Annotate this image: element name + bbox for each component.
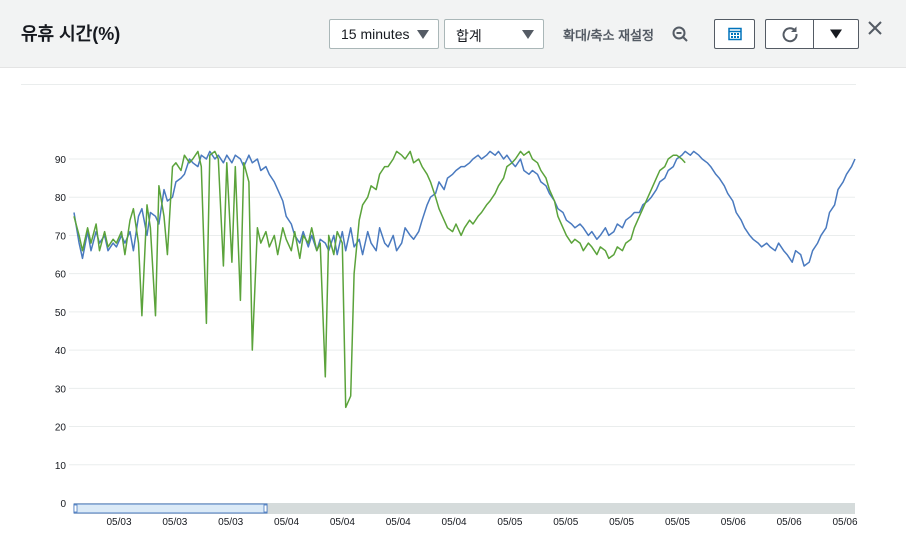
- range-handle-right: [263, 504, 268, 513]
- y-tick-label: 0: [60, 499, 66, 510]
- x-tick-label: 05/04: [442, 517, 467, 528]
- y-tick-label: 10: [55, 461, 67, 472]
- x-tick-label: 05/04: [274, 517, 299, 528]
- x-tick-label: 05/06: [721, 517, 746, 528]
- range-track: [74, 503, 855, 514]
- period-select[interactable]: 15 minutes: [329, 19, 439, 49]
- x-tick-label: 05/03: [162, 517, 187, 528]
- close-icon[interactable]: [866, 19, 884, 37]
- refresh-icon: [782, 26, 798, 43]
- x-tick-label: 05/06: [777, 517, 802, 528]
- caret-down-icon: [417, 30, 429, 39]
- x-tick-label: 05/05: [553, 517, 578, 528]
- y-tick-label: 60: [55, 270, 67, 281]
- refresh-options-button[interactable]: [813, 19, 859, 49]
- divider: [21, 84, 856, 85]
- series-line-2: [73, 150, 686, 409]
- range-selection: [73, 503, 268, 514]
- calendar-button[interactable]: [714, 19, 755, 49]
- x-tick-label: 05/04: [386, 517, 411, 528]
- series-line-1: [73, 150, 856, 267]
- x-tick-label: 05/04: [330, 517, 355, 528]
- statistic-select-label: 합계: [456, 28, 482, 44]
- statistic-select[interactable]: 합계: [444, 19, 544, 49]
- x-tick-label: 05/05: [609, 517, 634, 528]
- calendar-icon: [727, 27, 742, 41]
- caret-down-icon: [522, 30, 534, 39]
- panel-header: 유휴 시간(%) 15 minutes 합계 확대/축소 재설정: [0, 0, 906, 68]
- period-select-label: 15 minutes: [341, 26, 410, 42]
- y-tick-label: 90: [55, 155, 67, 166]
- range-handle-left: [73, 504, 78, 513]
- zoom-reset-link[interactable]: 확대/축소 재설정: [563, 28, 654, 43]
- page-title: 유휴 시간(%): [21, 24, 121, 44]
- y-tick-label: 40: [55, 346, 67, 357]
- x-tick-label: 05/05: [665, 517, 690, 528]
- y-tick-label: 30: [55, 384, 67, 395]
- y-tick-label: 20: [55, 423, 67, 434]
- y-tick-label: 80: [55, 193, 67, 204]
- caret-down-icon: [830, 29, 842, 39]
- x-tick-label: 05/03: [218, 517, 243, 528]
- x-tick-label: 05/06: [832, 517, 857, 528]
- refresh-button[interactable]: [765, 19, 814, 49]
- x-tick-label: 05/03: [106, 517, 131, 528]
- y-tick-label: 70: [55, 231, 67, 242]
- zoom-out-icon[interactable]: [671, 25, 689, 43]
- y-tick-label: 50: [55, 308, 67, 319]
- x-tick-label: 05/05: [497, 517, 522, 528]
